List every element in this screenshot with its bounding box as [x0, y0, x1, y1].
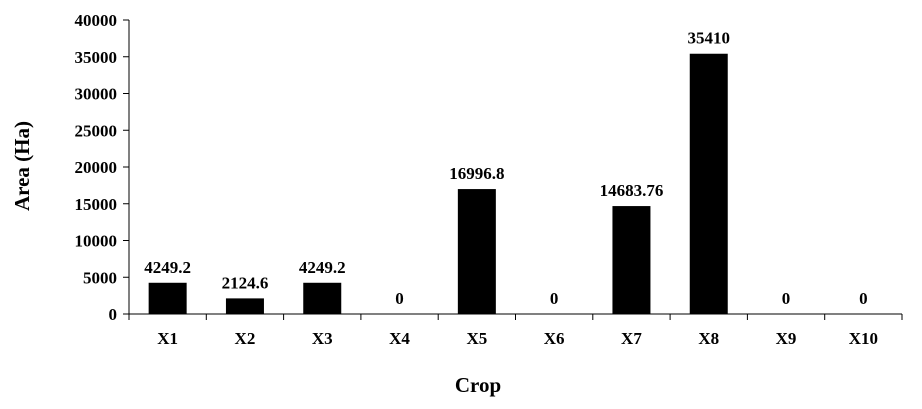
- bars: [148, 53, 728, 314]
- data-labels: 4249.2 2124.6 4249.2 0 16996.8 0 14683.76 35410…: [144, 29, 867, 308]
- y-tick-label: 30000: [75, 85, 118, 104]
- data-label-x9: 0: [782, 289, 791, 308]
- x-tick-label: X6: [544, 329, 565, 348]
- x-tick-label: X1: [157, 329, 178, 348]
- bar-x7: [612, 206, 651, 314]
- data-label-x6: 0: [550, 289, 559, 308]
- x-axis: X1 X2 X3 X4 X5 X6 X7 X8 X9 X10: [128, 313, 903, 348]
- x-tick-label: X4: [389, 329, 410, 348]
- x-tick-label: X9: [776, 329, 797, 348]
- bar-x8: [689, 53, 728, 314]
- x-tick-label: X7: [621, 329, 642, 348]
- data-label-x5: 16996.8: [449, 164, 504, 183]
- bar-x1: [148, 282, 187, 314]
- y-axis-title: Area (Ha): [10, 121, 34, 211]
- y-tick-label: 15000: [75, 195, 118, 214]
- y-tick-label: 35000: [75, 48, 118, 67]
- x-tick-label: X10: [849, 329, 878, 348]
- bar-x2: [225, 298, 264, 314]
- data-label-x1: 4249.2: [144, 258, 191, 277]
- data-label-x8: 35410: [688, 29, 731, 48]
- data-label-x3: 4249.2: [299, 258, 346, 277]
- y-tick-label: 40000: [75, 11, 118, 30]
- data-label-x10: 0: [859, 289, 868, 308]
- x-axis-title: Crop: [455, 373, 501, 397]
- bar-x3: [303, 282, 342, 314]
- y-tick-label: 10000: [75, 232, 118, 251]
- bar-x5: [457, 189, 496, 314]
- y-tick-label: 20000: [75, 158, 118, 177]
- y-axis: 0 5000 10000 15000 20000 25000 30000 35000 40000: [75, 11, 130, 324]
- data-label-x4: 0: [395, 289, 404, 308]
- x-tick-label: X8: [698, 329, 719, 348]
- x-tick-label: X2: [235, 329, 256, 348]
- x-tick-label: X3: [312, 329, 333, 348]
- y-tick-label: 5000: [83, 268, 117, 287]
- y-tick-label: 25000: [75, 121, 118, 140]
- x-tick-label: X5: [466, 329, 487, 348]
- data-label-x2: 2124.6: [222, 273, 269, 292]
- y-tick-label: 0: [109, 305, 118, 324]
- data-label-x7: 14683.76: [600, 181, 664, 200]
